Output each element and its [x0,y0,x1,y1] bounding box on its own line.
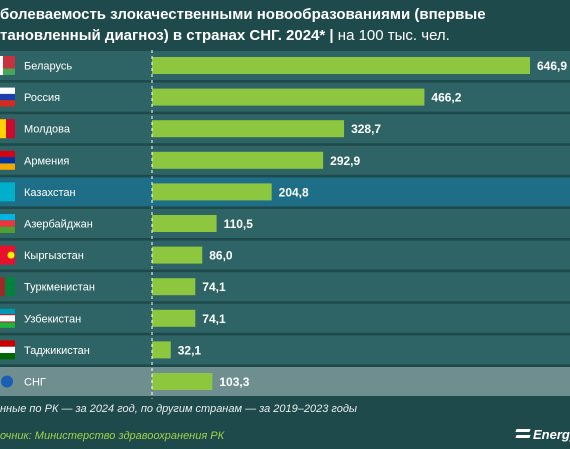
title-separator: | [329,27,334,44]
category-label: Казахстан [24,187,76,199]
title-line-2-text: тановленный диагноз) в странах СНГ. 2024… [0,27,326,44]
footnote: нные по РК — за 2024 год, по другим стра… [0,403,358,415]
bar-8 [152,309,196,327]
row-band-10 [0,367,570,396]
value-label: 74,1 [202,312,226,326]
cis-emblem-icon [1,375,13,388]
value-label: 292,9 [330,154,360,168]
bar-7 [152,278,196,296]
row-band-6 [0,240,570,270]
bar-1 [152,88,425,106]
chart-title: болеваемость злокачественными новообразо… [0,4,570,46]
value-label: 74,1 [202,280,226,294]
bar-9 [152,341,171,359]
source-note: очник: Министерство здравоохранения РК [0,430,225,442]
md-flag-icon [0,119,15,139]
bar-5 [152,215,217,232]
value-label: 466,2 [431,91,461,105]
category-label: Армения [24,155,69,167]
az-flag-icon [0,214,15,233]
bar-2 [152,120,345,138]
row-band-5 [0,209,570,238]
value-label: 646,9 [537,59,567,73]
logo-text: Energy [533,427,570,442]
kg-flag-icon [0,245,15,265]
category-label: Беларусь [24,61,72,73]
category-label: Кыргызстан [24,250,84,262]
am-flag-icon [0,150,15,170]
row-band-9 [0,335,570,365]
kz-flag-icon [0,182,15,202]
value-label: 103,3 [219,375,249,389]
row-band-7 [0,272,570,302]
logo-mark-icon [516,428,530,440]
tj-flag-icon [0,340,15,360]
bar-6 [152,246,203,264]
row-band-8 [0,303,570,333]
bar-3 [152,151,324,169]
value-label: 86,0 [209,249,233,263]
category-label: Таджикистан [24,345,90,357]
value-label: 110,5 [224,217,254,231]
category-label: СНГ [24,377,46,389]
bar-10 [152,373,213,390]
row-band-4 [0,177,570,207]
category-label: Молдова [24,124,71,136]
bar-4 [152,183,272,201]
category-label: Азербайджан [24,219,93,231]
title-line-2: тановленный диагноз) в странах СНГ. 2024… [0,25,570,46]
value-label: 328,7 [351,122,381,136]
value-label: 32,1 [178,343,202,357]
value-label: 204,8 [279,185,309,199]
title-unit: на 100 тыс. чел. [337,27,450,44]
energyprom-logo: Energy [516,427,570,442]
bar-chart: Беларусь 646,9 Россия 466,2 Молдова 328,7 Арме… [0,50,570,399]
title-line-1: болеваемость злокачественными новообразо… [0,6,486,23]
category-label: Узбекистан [24,313,81,325]
tm-flag-icon [0,277,15,297]
bar-0 [152,57,530,74]
by-flag-icon [0,56,15,75]
category-label: Россия [24,92,60,104]
uz-flag-icon [0,308,15,328]
ru-flag-icon [0,87,15,107]
category-label: Туркменистан [24,282,95,294]
